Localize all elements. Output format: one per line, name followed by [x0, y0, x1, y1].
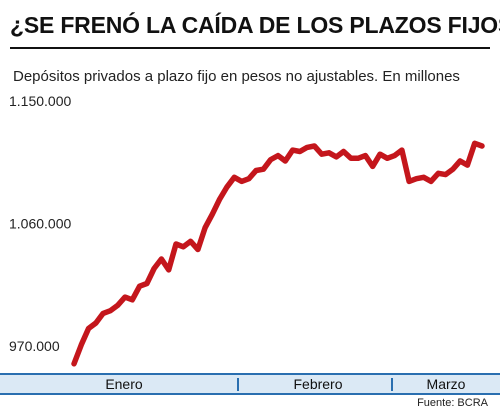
month-label: Febrero [293, 376, 342, 392]
month-separators [237, 378, 393, 391]
chart-title: ¿SE FRENÓ LA CAÍDA DE LOS PLAZOS FIJOS? [10, 12, 500, 38]
chart-subtitle: Depósitos privados a plazo fijo en pesos… [13, 68, 460, 85]
y-tick-label: 970.000 [9, 338, 60, 354]
y-tick-label: 1.150.000 [9, 93, 71, 109]
month-label: Marzo [427, 376, 466, 392]
source-note: Fuente: BCRA [417, 397, 488, 409]
deposits-series-line [71, 140, 485, 367]
month-label: Enero [105, 376, 143, 392]
x-axis-band [0, 374, 500, 394]
x-axis-month-labels: Enero Febrero Marzo [105, 376, 465, 392]
y-tick-label: 1.060.000 [9, 216, 71, 232]
title-rule [10, 47, 490, 49]
y-axis-tick-labels: 970.000 1.060.000 1.150.000 [9, 93, 71, 354]
